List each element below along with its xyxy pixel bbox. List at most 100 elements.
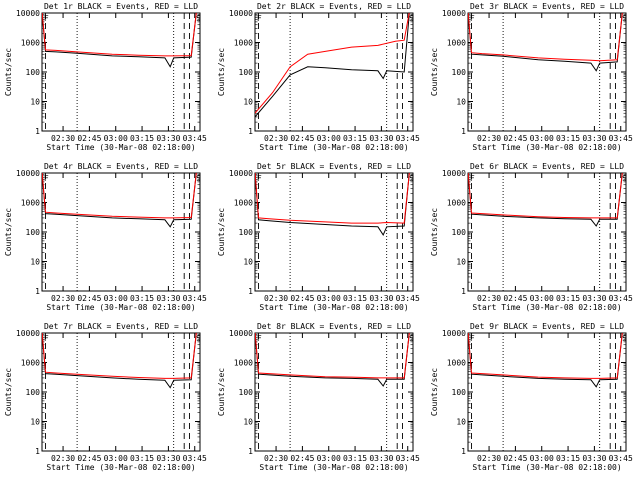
y-tick-label: 100 — [239, 68, 254, 77]
y-tick-label: 100 — [452, 228, 467, 237]
y-tick-label: 10000 — [229, 9, 253, 18]
chart-title: Det 1r BLACK = Events, RED = LLD — [44, 2, 198, 11]
y-tick-label: 1 — [248, 287, 253, 296]
x-tick-label: 03:15 — [343, 454, 367, 463]
chart-panel-det-4: Det 4r BLACK = Events, RED = LLD 1 10 100 10… — [4, 162, 207, 312]
y-tick-label: 1 — [248, 447, 253, 456]
x-axis-label: Start Time (30-Mar-08 02:18:00) — [472, 463, 621, 472]
x-tick-label: 03:30 — [156, 454, 180, 463]
marker-label: S — [196, 174, 201, 183]
x-tick-label: 02:45 — [290, 134, 314, 143]
plot-frame — [254, 172, 414, 292]
series-line-lld — [42, 173, 197, 219]
plot-frame — [41, 172, 201, 292]
y-axis-label: Counts/sec — [430, 368, 439, 416]
x-tick-label: 03:30 — [156, 294, 180, 303]
chart-title: Det 4r BLACK = Events, RED = LLD — [44, 162, 198, 171]
series-line-events — [468, 173, 623, 227]
x-tick-label: 03:15 — [130, 294, 154, 303]
series-line-events — [42, 173, 197, 228]
series-line-lld — [42, 333, 197, 379]
y-tick-label: 10000 — [16, 9, 40, 18]
chart-panel-det-1: Det 1r BLACK = Events, RED = LLD 1 10 100 10… — [4, 2, 207, 152]
x-axis-label: Start Time (30-Mar-08 02:18:00) — [259, 143, 408, 152]
y-tick-label: 10000 — [229, 329, 253, 338]
chart-panel-det-5: Det 5r BLACK = Events, RED = LLD 1 10 100 10… — [217, 162, 420, 312]
chart-panel-det-9: Det 9r BLACK = Events, RED = LLD 1 10 100 10… — [430, 322, 633, 472]
y-axis-label: Counts/sec — [4, 48, 13, 96]
chart-title: Det 3r BLACK = Events, RED = LLD — [470, 2, 624, 11]
chart-panel-det-6: Det 6r BLACK = Events, RED = LLD 1 10 100 10… — [430, 162, 633, 312]
chart-panel-det-8: Det 8r BLACK = Events, RED = LLD 1 10 100 10… — [217, 322, 420, 472]
marker-label: S — [622, 334, 627, 343]
series-line-events — [255, 333, 410, 387]
marker-label: F — [44, 334, 49, 343]
x-tick-label: 03:30 — [369, 454, 393, 463]
chart-title: Det 8r BLACK = Events, RED = LLD — [257, 322, 411, 331]
marker-label: F — [257, 334, 262, 343]
y-tick-label: 1000 — [447, 199, 466, 208]
x-tick-label: 03:30 — [369, 294, 393, 303]
series-line-lld — [255, 13, 410, 114]
y-tick-label: 100 — [239, 228, 254, 237]
marker-label: F — [44, 174, 49, 183]
y-tick-label: 10 — [243, 98, 253, 107]
series-line-lld — [468, 173, 623, 219]
x-tick-label: 03:15 — [343, 294, 367, 303]
chart-title: Det 5r BLACK = Events, RED = LLD — [257, 162, 411, 171]
plot-frame — [254, 332, 414, 452]
marker-label: S — [409, 14, 414, 23]
chart-title: Det 9r BLACK = Events, RED = LLD — [470, 322, 624, 331]
x-tick-label: 02:30 — [264, 134, 288, 143]
x-tick-label: 02:30 — [51, 454, 75, 463]
plot-frame — [467, 12, 627, 132]
y-tick-label: 1 — [248, 127, 253, 136]
x-tick-label: 02:30 — [51, 134, 75, 143]
series-line-events — [468, 333, 623, 388]
marker-label: F — [257, 174, 262, 183]
x-tick-label: 02:30 — [264, 454, 288, 463]
x-tick-label: 03:00 — [317, 294, 341, 303]
x-tick-label: 03:45 — [396, 454, 420, 463]
x-tick-label: 03:45 — [609, 294, 633, 303]
y-axis-label: Counts/sec — [430, 208, 439, 256]
chart-panel-det-7: Det 7r BLACK = Events, RED = LLD 1 10 100 10… — [4, 322, 207, 472]
x-tick-label: 03:00 — [317, 454, 341, 463]
y-tick-label: 10 — [30, 258, 40, 267]
y-axis-label: Counts/sec — [430, 48, 439, 96]
y-tick-label: 10000 — [442, 329, 466, 338]
x-tick-label: 03:30 — [369, 134, 393, 143]
x-axis-label: Start Time (30-Mar-08 02:18:00) — [259, 303, 408, 312]
y-tick-label: 1 — [35, 127, 40, 136]
series-line-lld — [255, 173, 410, 224]
y-tick-label: 10 — [456, 98, 466, 107]
y-tick-label: 10000 — [16, 329, 40, 338]
y-tick-label: 1000 — [447, 39, 466, 48]
series-line-events — [42, 13, 197, 68]
x-tick-label: 03:45 — [396, 134, 420, 143]
y-tick-label: 1000 — [447, 359, 466, 368]
y-tick-label: 100 — [26, 68, 41, 77]
x-axis-label: Start Time (30-Mar-08 02:18:00) — [46, 143, 195, 152]
x-tick-label: 03:15 — [343, 134, 367, 143]
x-tick-label: 03:00 — [104, 294, 128, 303]
y-tick-label: 1 — [461, 127, 466, 136]
x-tick-label: 03:00 — [317, 134, 341, 143]
x-tick-label: 03:30 — [156, 134, 180, 143]
x-tick-label: 03:45 — [609, 454, 633, 463]
y-tick-label: 10 — [243, 418, 253, 427]
y-axis-label: Counts/sec — [217, 48, 226, 96]
series-line-events — [255, 173, 410, 236]
y-tick-label: 100 — [452, 68, 467, 77]
y-tick-label: 10000 — [442, 169, 466, 178]
x-tick-label: 02:45 — [77, 134, 101, 143]
series-line-lld — [42, 13, 197, 57]
chart-panel-det-2: Det 2r BLACK = Events, RED = LLD 1 10 100 10… — [217, 2, 420, 152]
series-line-lld — [468, 13, 623, 62]
y-tick-label: 1 — [35, 287, 40, 296]
y-tick-label: 10 — [456, 258, 466, 267]
chart-title: Det 2r BLACK = Events, RED = LLD — [257, 2, 411, 11]
x-tick-label: 03:30 — [582, 134, 606, 143]
y-axis-label: Counts/sec — [217, 208, 226, 256]
x-axis-label: Start Time (30-Mar-08 02:18:00) — [259, 463, 408, 472]
